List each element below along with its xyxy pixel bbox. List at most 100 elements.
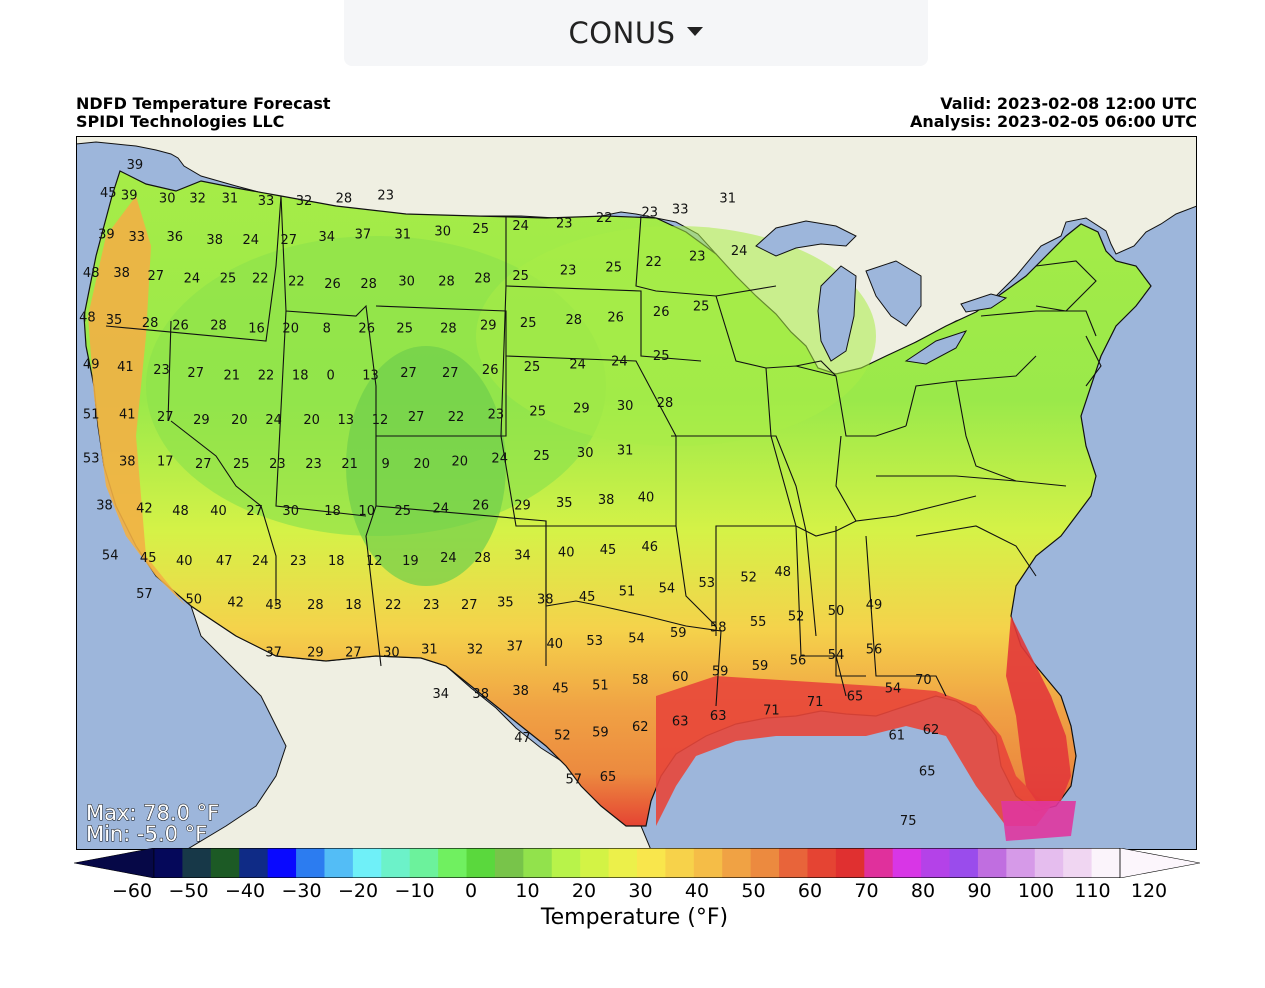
- station-label: 29: [573, 402, 590, 417]
- station-label: 39: [98, 227, 115, 242]
- colorbar-swatch: [693, 848, 723, 878]
- colorbar-tick-label: −20: [337, 880, 379, 902]
- station-label: 23: [269, 457, 286, 472]
- station-label: 38: [472, 687, 489, 702]
- station-label: 49: [866, 598, 883, 613]
- station-label: 53: [83, 452, 100, 467]
- station-label: 40: [638, 490, 655, 505]
- station-label: 27: [246, 504, 263, 519]
- station-label: 25: [529, 405, 546, 420]
- station-label: 60: [672, 670, 689, 685]
- station-label: 27: [187, 366, 204, 381]
- station-label: 26: [324, 277, 341, 292]
- station-label: 30: [159, 191, 176, 206]
- station-label: 22: [385, 598, 402, 613]
- station-label: 25: [395, 504, 412, 519]
- station-label: 24: [440, 551, 457, 566]
- colorbar-swatch: [608, 848, 638, 878]
- station-label: 34: [319, 230, 336, 245]
- station-label: 28: [336, 191, 353, 206]
- station-label: 30: [617, 399, 634, 414]
- analysis-time: Analysis: 2023-02-05 06:00 UTC: [909, 112, 1197, 131]
- station-label: 10: [358, 504, 375, 519]
- station-label: 38: [119, 454, 136, 469]
- station-label: 25: [605, 261, 622, 276]
- station-label: 8: [323, 322, 331, 337]
- station-label: 32: [467, 643, 484, 658]
- colorbar-swatch: [580, 848, 610, 878]
- station-label: 37: [355, 227, 372, 242]
- station-label: 38: [598, 493, 615, 508]
- station-label: 33: [672, 203, 689, 218]
- station-label: 35: [106, 313, 123, 328]
- station-label: 24: [433, 501, 450, 516]
- colorbar-tick-label: −40: [224, 880, 266, 902]
- colorbar-swatch: [324, 848, 354, 878]
- station-label: 35: [497, 596, 514, 611]
- station-label: 31: [421, 643, 438, 658]
- station-label: 41: [119, 407, 136, 422]
- colorbar-tick-label: 20: [571, 880, 597, 902]
- station-label: 28: [307, 598, 324, 613]
- colorbar-tick-label: 60: [797, 880, 823, 902]
- station-label: 18: [324, 504, 341, 519]
- station-label: 19: [402, 554, 419, 569]
- station-label: 30: [577, 446, 594, 461]
- colorbar-swatch: [637, 848, 667, 878]
- colorbar-swatch: [1091, 848, 1121, 878]
- gulf-coast-warm: [656, 676, 1051, 826]
- map-title: NDFD Temperature Forecast SPIDI Technolo…: [76, 95, 331, 131]
- station-label: 34: [433, 687, 450, 702]
- station-label: 71: [807, 695, 824, 710]
- station-label: 20: [452, 454, 469, 469]
- station-label: 26: [172, 319, 189, 334]
- station-label: 26: [653, 305, 670, 320]
- station-label: 51: [83, 407, 100, 422]
- map-title-line2: SPIDI Technologies LLC: [76, 112, 285, 131]
- station-label: 30: [434, 225, 451, 240]
- station-label: 23: [423, 598, 440, 613]
- colorbar-outline: [153, 848, 1121, 878]
- station-label: 27: [461, 598, 478, 613]
- region-dropdown[interactable]: CONUS: [344, 0, 928, 66]
- station-label: 33: [258, 194, 275, 209]
- colorbar-swatch: [1063, 848, 1093, 878]
- station-label: 27: [281, 233, 298, 248]
- colorbar-tick-labels: −60 −50 −40 −30 −20 −10 0 10 20 30 40 50 60 70 80 90 100…: [0, 880, 1265, 904]
- station-label: 13: [362, 369, 379, 384]
- min-temp-label: Min: -5.0 °F: [86, 822, 207, 846]
- station-label: 38: [206, 233, 223, 248]
- south-florida-warm: [1001, 801, 1076, 841]
- station-label: 48: [79, 310, 96, 325]
- station-label: 65: [919, 764, 936, 779]
- colorbar-swatch: [779, 848, 809, 878]
- station-label: 28: [474, 551, 491, 566]
- station-label: 48: [775, 565, 792, 580]
- station-labels: 39 45 39 30 32 31 33 32 28 23 39 33 36 38 24 27 34 37 31 30…: [79, 158, 939, 829]
- station-label: 49: [83, 358, 100, 373]
- station-label: 37: [507, 640, 524, 655]
- station-label: 23: [153, 363, 170, 378]
- colorbar-tick-label: 120: [1130, 880, 1168, 902]
- station-label: 40: [547, 637, 564, 652]
- station-label: 17: [157, 454, 174, 469]
- station-label: 40: [210, 504, 227, 519]
- lake-michigan: [817, 265, 857, 362]
- colorbar-tick-label: 10: [515, 880, 540, 902]
- station-label: 45: [600, 543, 617, 558]
- station-label: 28: [142, 316, 159, 331]
- colorbar-swatch: [949, 848, 979, 878]
- station-label: 75: [900, 814, 917, 829]
- station-label: 62: [923, 723, 940, 738]
- station-label: 22: [645, 255, 662, 270]
- station-label: 27: [157, 410, 174, 425]
- station-label: 20: [282, 322, 299, 337]
- station-label: 23: [290, 554, 307, 569]
- station-label: 23: [556, 216, 573, 231]
- station-label: 13: [338, 413, 355, 428]
- station-label: 25: [396, 322, 413, 337]
- map-timestamps: Valid: 2023-02-08 12:00 UTC Analysis: 20…: [910, 95, 1197, 131]
- station-label: 29: [193, 413, 210, 428]
- station-label: 45: [100, 186, 117, 201]
- station-label: 52: [554, 728, 571, 743]
